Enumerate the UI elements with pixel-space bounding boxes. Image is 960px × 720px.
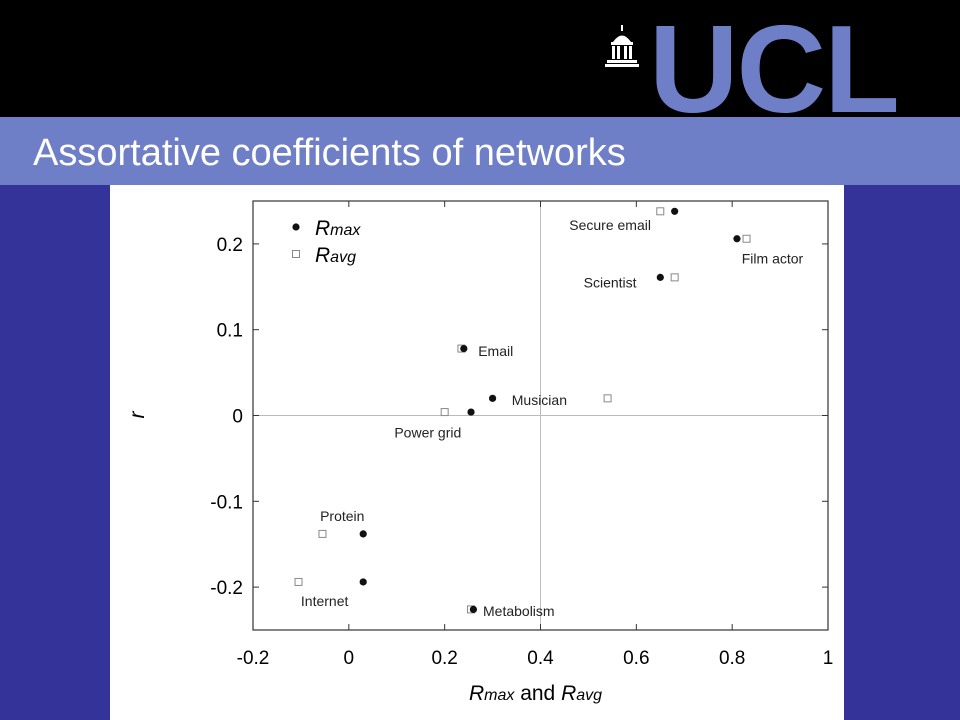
- ravg-point: [656, 207, 665, 216]
- ucl-logo-text: UCL: [649, 1, 900, 139]
- x-tick-label: 0.6: [623, 648, 649, 669]
- rmax-point: [467, 408, 475, 416]
- ravg-point: [603, 394, 612, 403]
- rmax-point: [733, 235, 741, 243]
- rmax-point: [488, 394, 497, 402]
- point-label: Musician: [512, 392, 567, 408]
- ravg-point: [670, 273, 679, 282]
- x-axis-label: Rmax and Ravg: [469, 682, 602, 705]
- y-tick-label: 0.2: [217, 235, 243, 256]
- x-tick-label: 0.4: [527, 648, 554, 669]
- legend-entry: Rmax: [315, 217, 361, 240]
- ravg-point: [742, 234, 751, 243]
- ravg-point: [318, 529, 327, 538]
- scatter-chart: -0.2 0 0.2 0.4 0.6 0.8 1 0.2 0.1 0 -0.1 -0.2 Secure…: [126, 200, 834, 705]
- rmax-point: [469, 605, 478, 614]
- point-label: Scientist: [584, 275, 637, 291]
- legend-rmax-marker: [292, 223, 300, 231]
- x-axis-label-text: Rmax and Ravg: [469, 682, 602, 705]
- rmax-point: [656, 273, 664, 281]
- rmax-point: [460, 344, 468, 353]
- top-bar: [0, 0, 960, 117]
- x-tick-label: 0.8: [719, 648, 745, 669]
- ucl-portico-dome-icon: [605, 25, 639, 67]
- point-label: Secure email: [569, 217, 651, 233]
- rmax-point: [359, 578, 367, 586]
- y-axis-label: r: [126, 411, 149, 419]
- legend-ravg-marker: [292, 250, 300, 258]
- point-label: Power grid: [394, 425, 461, 441]
- slide-title: Assortative coefficients of networks: [33, 132, 626, 174]
- point-label: Metabolism: [483, 603, 555, 619]
- x-tick-label: 1: [823, 648, 834, 669]
- y-tick-label: 0.1: [217, 321, 243, 342]
- point-label: Internet: [301, 593, 349, 609]
- x-tick-label: 0: [344, 648, 355, 669]
- point-label: Protein: [320, 508, 364, 524]
- legend-entry: Ravg: [315, 244, 356, 267]
- ravg-point: [440, 408, 449, 417]
- chart-legend: Rmax Ravg: [292, 217, 361, 267]
- y-tick-label: -0.2: [210, 578, 243, 599]
- y-tick-label: 0: [232, 407, 243, 428]
- rmax-point: [671, 207, 679, 215]
- rmax-point: [359, 530, 367, 538]
- chart-panel: -0.2 0 0.2 0.4 0.6 0.8 1 0.2 0.1 0 -0.1 -0.2 Secure…: [110, 185, 844, 720]
- point-label: Email: [478, 343, 513, 359]
- ravg-point: [294, 577, 303, 586]
- title-bar: [0, 117, 960, 185]
- x-tick-label: 0.2: [431, 648, 457, 669]
- x-tick-label: -0.2: [237, 648, 270, 669]
- y-tick-label: -0.1: [210, 492, 243, 513]
- point-label: Film actor: [742, 250, 804, 266]
